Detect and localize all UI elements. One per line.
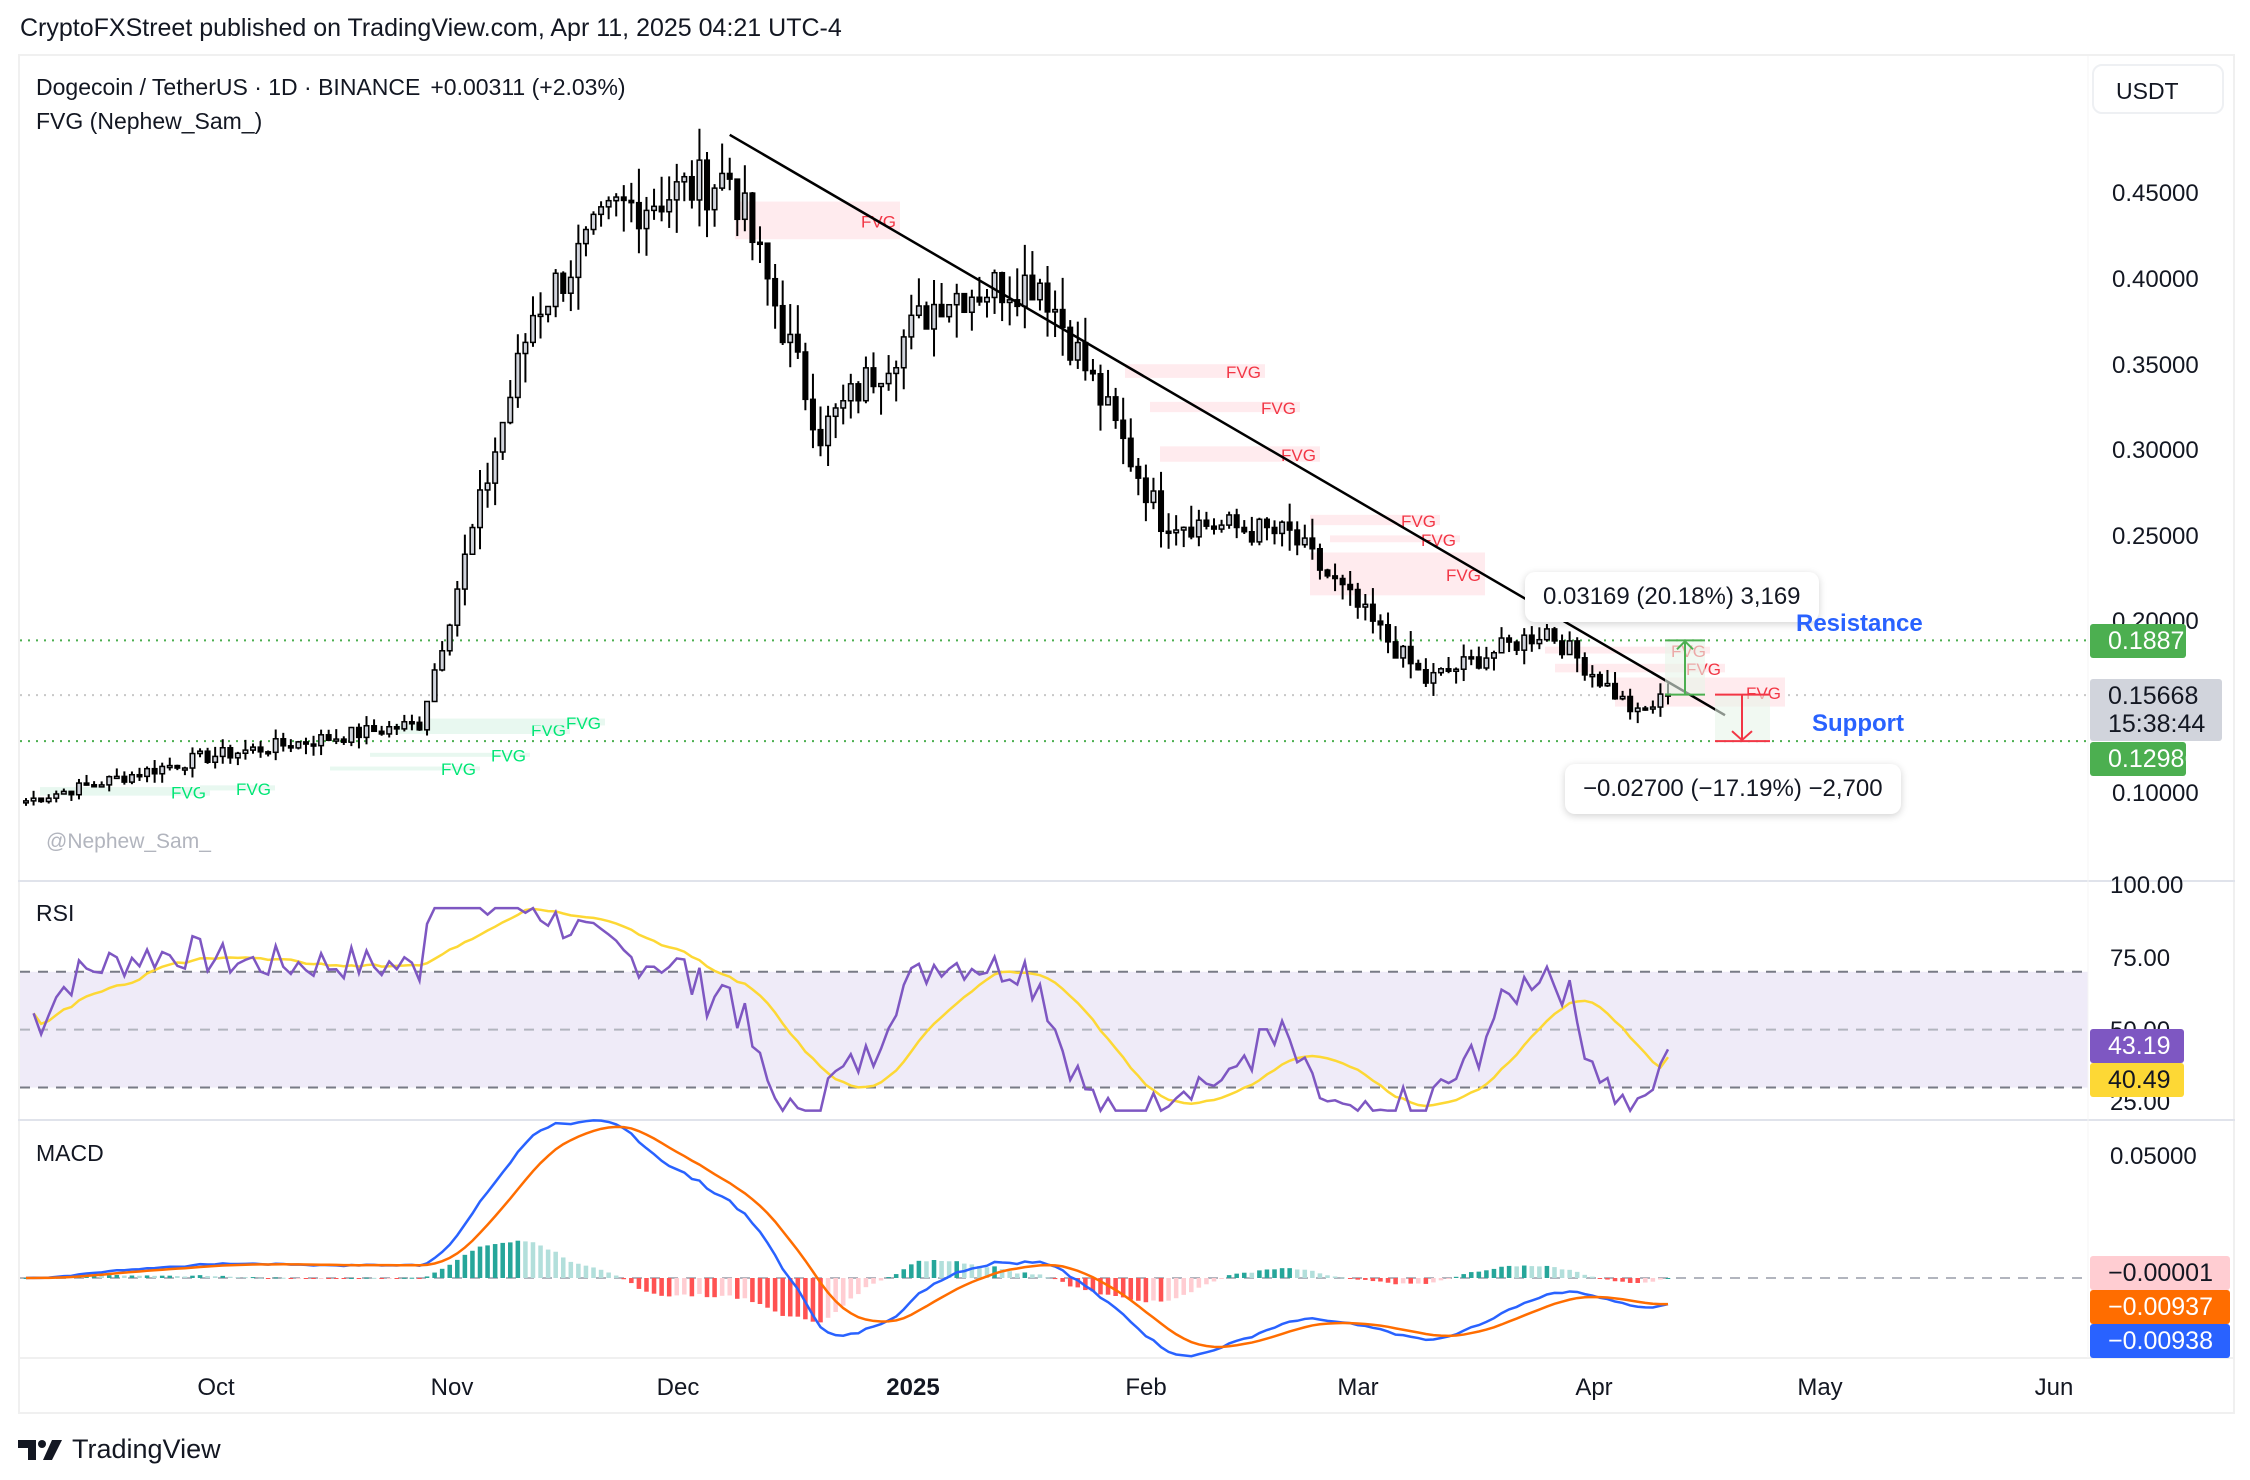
svg-text:FVG: FVG (171, 783, 206, 802)
publisher-caption: CryptoFXStreet published on TradingView.… (20, 14, 842, 42)
svg-text:FVG: FVG (1281, 446, 1316, 465)
svg-text:FVG: FVG (1401, 512, 1436, 531)
time-tick: Feb (1125, 1374, 1167, 1401)
time-tick: Dec (656, 1374, 700, 1401)
svg-text:FVG: FVG (1421, 531, 1456, 550)
support-label[interactable]: Support (1812, 710, 1904, 737)
time-tick: Oct (197, 1374, 235, 1401)
time-tick: Nov (430, 1374, 474, 1401)
macd-histogram-tag: −0.00001 (2090, 1256, 2230, 1290)
measure-tools (1665, 639, 1770, 743)
tradingview-logo[interactable]: TradingView (18, 1434, 221, 1465)
svg-text:FVG: FVG (1446, 566, 1481, 585)
macd-title[interactable]: MACD (36, 1140, 104, 1166)
resistance-price-tag: 0.18871 (2090, 624, 2198, 658)
svg-text:FVG: FVG (441, 760, 476, 779)
candlesticks (22, 128, 1672, 806)
price-tick: 0.10000 (2112, 780, 2199, 807)
svg-text:FVG: FVG (531, 721, 566, 740)
macd-tick: 0.05000 (2110, 1143, 2197, 1170)
up-measure-callout[interactable]: 0.03169 (20.18%) 3,169 (1525, 572, 1819, 622)
last-price-value: 0.15668 (2108, 682, 2199, 710)
svg-text:FVG: FVG (566, 714, 601, 733)
author-watermark: @Nephew_Sam_ (46, 830, 211, 853)
rsi-value-tag: 43.19 (2090, 1029, 2184, 1063)
rsi-tick: 100.00 (2110, 872, 2184, 899)
chart-frame (18, 54, 2235, 1414)
rsi-title[interactable]: RSI (36, 900, 75, 926)
trendline (729, 133, 1726, 717)
time-tick: Mar (1337, 1374, 1379, 1401)
price-levels (20, 639, 2088, 743)
time-tick: May (1797, 1374, 1843, 1401)
time-tick: Apr (1575, 1374, 1613, 1401)
price-tick: 0.45000 (2112, 180, 2199, 207)
tradingview-wordmark: TradingView (72, 1434, 221, 1464)
price-tick: 0.40000 (2112, 266, 2199, 293)
last-price-tag: 0.15668 15:38:44 (2090, 679, 2222, 741)
symbol-label[interactable]: Dogecoin / TetherUS · 1D · BINANCE (36, 74, 421, 100)
currency-button[interactable]: USDT (2092, 64, 2224, 114)
rsi-pane (20, 906, 2088, 1114)
svg-text:FVG: FVG (1226, 363, 1261, 382)
price-change: +0.00311 (+2.03%) (430, 74, 626, 100)
macd-pane (20, 1119, 2088, 1358)
rsi-tick: 75.00 (2110, 945, 2171, 972)
svg-text:FVG: FVG (236, 780, 271, 799)
macd-signal-tag: −0.00937 (2090, 1290, 2230, 1324)
svg-text:FVG: FVG (1261, 399, 1296, 418)
tradingview-logo-icon (18, 1439, 62, 1460)
time-tick: Jun (2034, 1374, 2074, 1401)
resistance-label[interactable]: Resistance (1796, 610, 1923, 637)
bar-countdown: 15:38:44 (2108, 710, 2206, 738)
price-tick: 0.30000 (2112, 437, 2199, 464)
support-price-tag: 0.12986 (2090, 742, 2198, 776)
fvg-zones: FVGFVGFVGFVGFVGFVGFVGFVGFVGFVGFVGFVGFVGF… (40, 201, 1785, 802)
down-measure-callout[interactable]: −0.02700 (−17.19%) −2,700 (1565, 764, 1901, 814)
chart-legend: Dogecoin / TetherUS · 1D · BINANCE +0.003… (36, 70, 626, 138)
time-tick: 2025 (886, 1374, 940, 1401)
svg-text:FVG: FVG (491, 747, 526, 766)
macd-line-tag: −0.00938 (2090, 1324, 2230, 1358)
price-tick: 0.35000 (2112, 352, 2199, 379)
price-tick: 0.25000 (2112, 523, 2199, 550)
indicator-label[interactable]: FVG (Nephew_Sam_) (36, 108, 263, 134)
rsi-ma-tag: 40.49 (2090, 1063, 2184, 1097)
